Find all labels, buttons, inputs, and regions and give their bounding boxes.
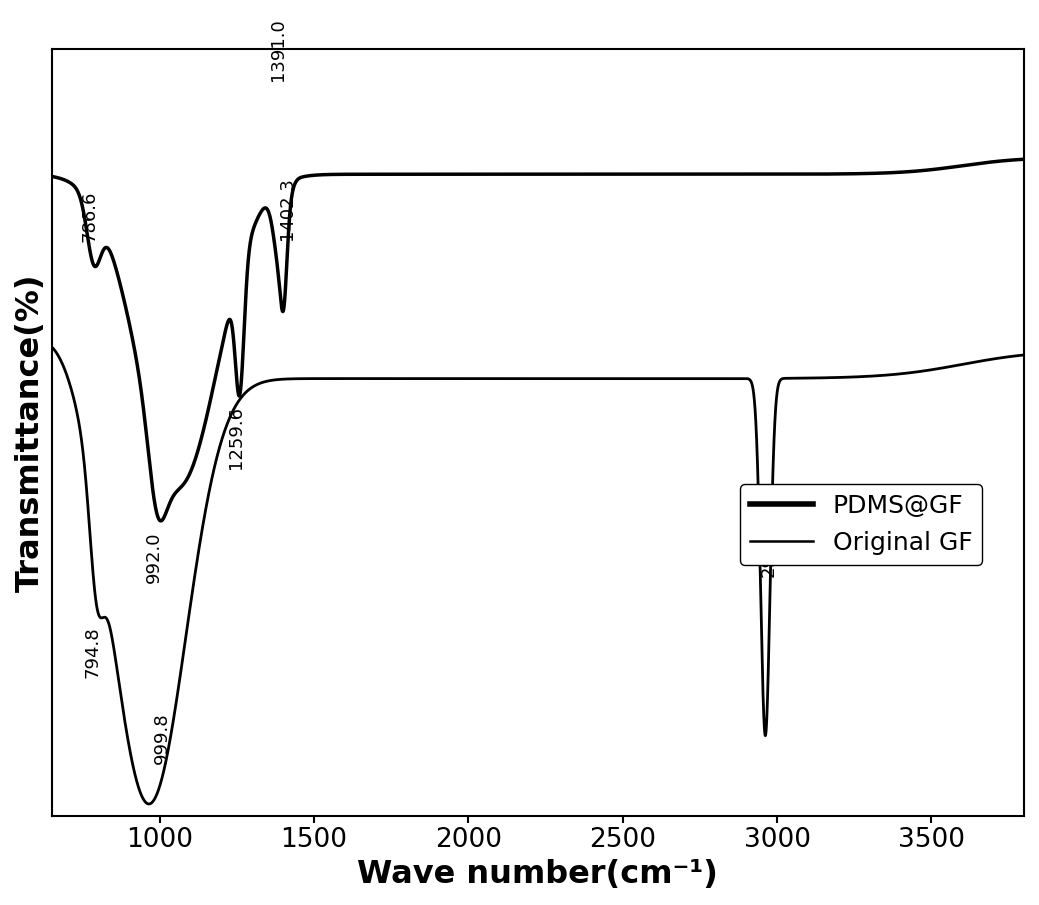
Text: 1259.6: 1259.6 xyxy=(228,406,245,470)
Text: 794.8: 794.8 xyxy=(84,626,102,678)
Text: 1391.0: 1391.0 xyxy=(269,18,287,81)
Legend: PDMS@GF, Original GF: PDMS@GF, Original GF xyxy=(740,484,982,565)
X-axis label: Wave number(cm⁻¹): Wave number(cm⁻¹) xyxy=(357,859,718,890)
Text: 992.0: 992.0 xyxy=(144,531,162,583)
Y-axis label: Transmittance(%): Transmittance(%) xyxy=(15,273,46,592)
Text: 1402.3: 1402.3 xyxy=(278,177,296,241)
Text: 999.8: 999.8 xyxy=(153,712,171,764)
Text: 2962.1: 2962.1 xyxy=(760,514,778,576)
Text: 786.6: 786.6 xyxy=(80,191,99,243)
